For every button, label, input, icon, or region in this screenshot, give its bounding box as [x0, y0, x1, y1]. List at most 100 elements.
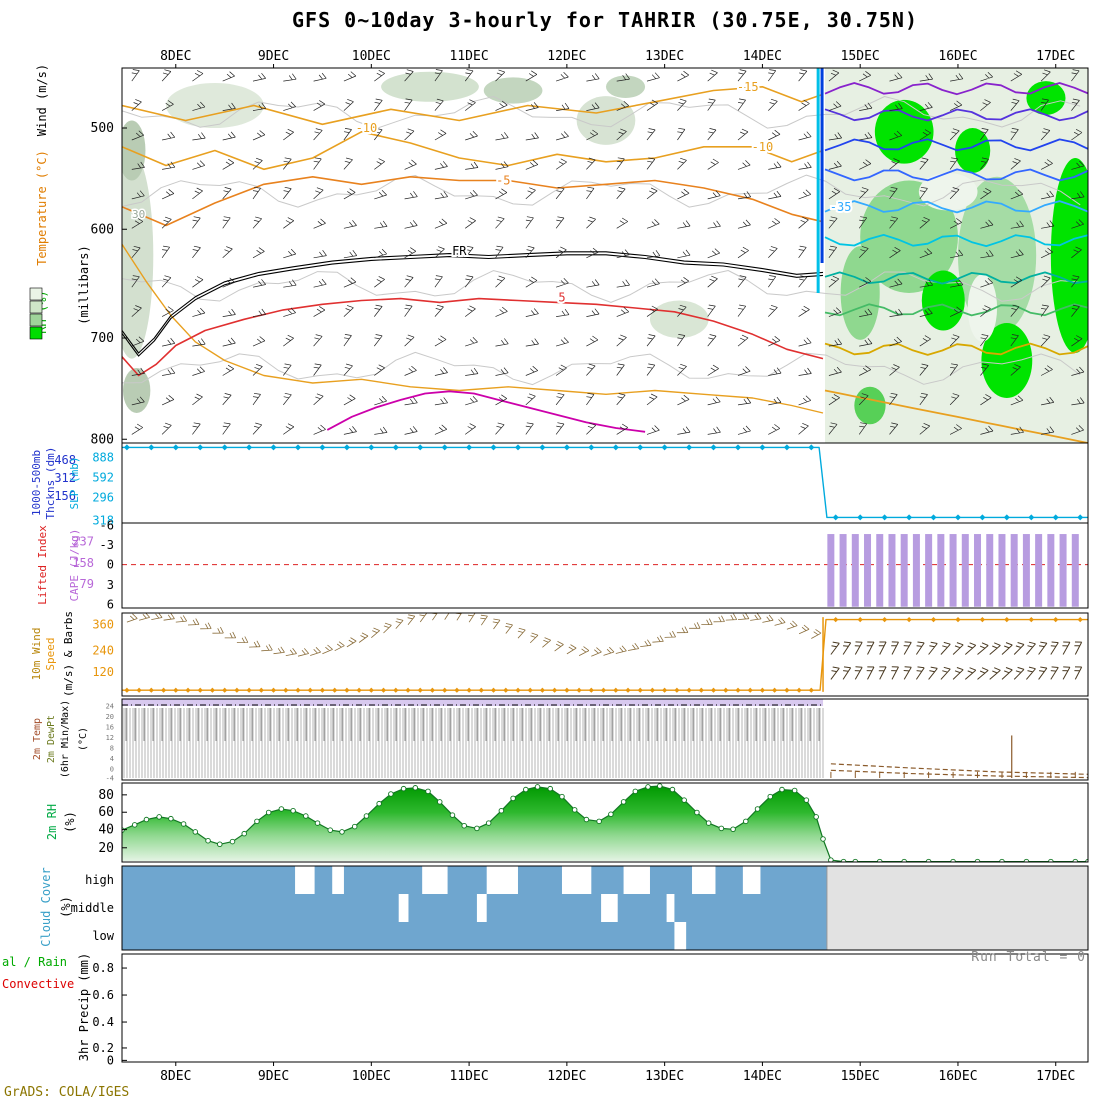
svg-text:20: 20	[98, 841, 114, 856]
svg-text:5: 5	[558, 291, 565, 305]
svg-text:4: 4	[110, 755, 114, 763]
svg-text:318: 318	[92, 514, 114, 528]
svg-text:12: 12	[106, 734, 114, 742]
svg-text:-35: -35	[830, 200, 852, 214]
svg-text:16DEC: 16DEC	[938, 1069, 977, 1084]
svg-text:1000-500mb: 1000-500mb	[30, 450, 43, 516]
svg-text:13DEC: 13DEC	[645, 49, 684, 64]
svg-text:60: 60	[98, 805, 114, 820]
svg-text:158: 158	[72, 556, 94, 570]
wind10m-panel	[122, 613, 1088, 693]
svg-text:14DEC: 14DEC	[743, 49, 782, 64]
svg-text:11DEC: 11DEC	[450, 49, 489, 64]
rh-legend	[29, 287, 43, 340]
svg-text:(%): (%)	[59, 896, 73, 918]
svg-text:10m Wind: 10m Wind	[30, 628, 43, 681]
svg-text:8: 8	[110, 745, 114, 753]
svg-text:Temperature (°C): Temperature (°C)	[35, 150, 49, 266]
svg-text:312: 312	[54, 471, 76, 485]
svg-text:Convective: Convective	[2, 977, 74, 991]
svg-text:2m Temp: 2m Temp	[32, 718, 43, 760]
svg-text:Wind (m/s): Wind (m/s)	[35, 64, 49, 136]
svg-text:-15: -15	[737, 80, 759, 94]
svg-text:17DEC: 17DEC	[1036, 1069, 1075, 1084]
svg-text:9DEC: 9DEC	[258, 49, 289, 64]
svg-text:30: 30	[132, 208, 145, 221]
svg-text:FR: FR	[452, 244, 467, 258]
axes-layer: 8DEC 8DEC 9DEC 9DEC 10DEC 10DEC 11DEC 11DEC 12DE…	[54, 49, 1089, 1084]
svg-text:0.6: 0.6	[92, 988, 114, 1002]
svg-text:20: 20	[106, 713, 114, 721]
svg-text:(6hr Min/Max): (6hr Min/Max)	[60, 700, 71, 778]
svg-text:12DEC: 12DEC	[547, 1069, 586, 1084]
svg-text:3hr Precip (mm): 3hr Precip (mm)	[77, 953, 91, 1061]
svg-text:6: 6	[107, 598, 114, 612]
svg-text:middle: middle	[71, 901, 114, 915]
svg-text:800: 800	[91, 432, 114, 447]
svg-text:17DEC: 17DEC	[1036, 49, 1075, 64]
svg-text:CAPE (J/kg): CAPE (J/kg)	[68, 529, 81, 602]
cloud-panel	[122, 866, 1088, 950]
svg-text:3: 3	[107, 578, 114, 592]
svg-text:Cloud Cover: Cloud Cover	[39, 867, 53, 946]
svg-text:0: 0	[110, 766, 114, 774]
svg-text:700: 700	[91, 331, 114, 346]
svg-text:low: low	[92, 929, 114, 943]
svg-text:80: 80	[98, 788, 114, 803]
chart-title: GFS 0~10day 3-hourly for TAHRIR (30.75E,…	[292, 8, 918, 32]
svg-text:9DEC: 9DEC	[258, 1069, 289, 1084]
svg-text:-4: -4	[106, 775, 114, 783]
svg-text:high: high	[85, 873, 114, 887]
svg-text:8DEC: 8DEC	[160, 1069, 191, 1084]
svg-text:15DEC: 15DEC	[841, 1069, 880, 1084]
svg-text:468: 468	[54, 453, 76, 467]
svg-text:40: 40	[98, 823, 114, 838]
svg-text:8DEC: 8DEC	[160, 49, 191, 64]
svg-text:500: 500	[91, 121, 114, 136]
svg-text:16DEC: 16DEC	[938, 49, 977, 64]
svg-text:-10: -10	[356, 121, 378, 135]
svg-text:0: 0	[107, 1053, 114, 1067]
svg-text:15DEC: 15DEC	[841, 49, 880, 64]
svg-text:237: 237	[72, 535, 94, 549]
svg-text:120: 120	[92, 665, 114, 679]
svg-text:10DEC: 10DEC	[352, 1069, 391, 1084]
svg-text:156: 156	[54, 489, 76, 503]
svg-text:24: 24	[106, 702, 114, 710]
svg-text:11DEC: 11DEC	[450, 1069, 489, 1084]
svg-text:16: 16	[106, 724, 114, 732]
svg-text:2m RH: 2m RH	[45, 804, 59, 840]
svg-text:600: 600	[91, 222, 114, 237]
slp-panel	[122, 444, 1088, 521]
svg-text:-5: -5	[496, 174, 510, 188]
svg-text:(°C): (°C)	[78, 727, 89, 751]
svg-text:360: 360	[92, 618, 114, 632]
svg-text:Speed: Speed	[44, 637, 57, 670]
svg-text:-10: -10	[752, 140, 774, 154]
svg-text:(%): (%)	[63, 811, 77, 833]
run-total-label: Run Total = 0	[971, 950, 1086, 965]
upper-air-panel: -15 -10 -10 -5 FR 5 -35 30	[122, 68, 1088, 443]
svg-text:-6: -6	[100, 519, 114, 533]
svg-text:-3: -3	[100, 538, 114, 552]
svg-text:10DEC: 10DEC	[352, 49, 391, 64]
svg-text:Thckns (dm): Thckns (dm)	[44, 447, 57, 520]
svg-text:12DEC: 12DEC	[547, 49, 586, 64]
svg-text:296: 296	[92, 490, 114, 504]
wind-barbs-layer	[131, 69, 1085, 435]
svg-text:0.4: 0.4	[92, 1015, 114, 1029]
svg-text:13DEC: 13DEC	[645, 1069, 684, 1084]
svg-text:Lifted Index: Lifted Index	[36, 525, 49, 605]
side-labels: Wind (m/s)Temperature (°C)RH (%)(milliba…	[2, 64, 91, 1061]
svg-text:240: 240	[92, 643, 114, 657]
svg-text:al / Rain: al / Rain	[2, 955, 67, 969]
svg-text:(millibars): (millibars)	[77, 245, 91, 324]
svg-text:0.2: 0.2	[92, 1041, 114, 1055]
t2m-panel	[122, 699, 1088, 779]
svg-text:(m/s) & Barbs: (m/s) & Barbs	[62, 611, 75, 697]
svg-text:0.8: 0.8	[92, 961, 114, 975]
svg-text:0: 0	[107, 558, 114, 572]
svg-text:79: 79	[80, 577, 94, 591]
